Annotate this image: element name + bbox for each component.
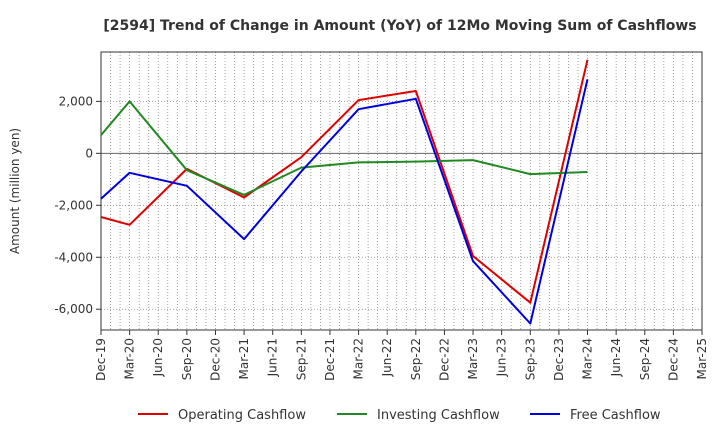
y-tick-label: -4,000 — [54, 250, 93, 264]
legend-label-investing-cashflow: Investing Cashflow — [377, 408, 500, 423]
x-tick-label: Mar-20 — [123, 338, 137, 379]
x-tick-label: Sep-21 — [294, 338, 308, 380]
x-tick-label: Mar-24 — [581, 338, 595, 379]
x-tick-label: Mar-22 — [352, 338, 366, 379]
chart-title: [2594] Trend of Change in Amount (YoY) o… — [103, 18, 696, 34]
x-tick-label: Sep-24 — [638, 338, 652, 380]
x-tick-label: Jun-24 — [609, 338, 623, 377]
series-line-operating-cashflow — [100, 59, 589, 304]
x-tick-label: Dec-21 — [323, 338, 337, 381]
x-tick-label: Jun-23 — [495, 338, 509, 377]
x-tick-label: Dec-22 — [437, 338, 451, 381]
x-tick-label: Jun-22 — [380, 338, 394, 377]
series-line-free-cashflow — [100, 79, 589, 325]
x-tick-label: Mar-21 — [237, 338, 251, 379]
plot-area: -6,000 -4,000 -2,000 0 2,000 Dec-19 Mar-20 Jun-… — [54, 51, 709, 381]
legend-label-free-cashflow: Free Cashflow — [570, 408, 661, 423]
y-tick-label: 2,000 — [59, 94, 93, 108]
plot-frame — [100, 51, 703, 331]
y-tick-label: 0 — [85, 146, 93, 160]
y-axis-label: Amount (million yen) — [8, 128, 22, 254]
legend: Operating Cashflow Investing Cashflow Free… — [138, 408, 661, 423]
x-tick-label: Sep-22 — [409, 338, 423, 380]
series-line-investing-cashflow — [100, 100, 588, 196]
x-tick-label: Dec-23 — [552, 338, 566, 381]
x-tick-label: Jun-21 — [266, 338, 280, 377]
x-tick-label: Sep-23 — [523, 338, 537, 380]
x-tick-label: Mar-25 — [695, 338, 709, 379]
x-tick-label: Sep-20 — [180, 338, 194, 380]
x-tick-label: Dec-24 — [666, 338, 680, 381]
x-tick-label: Mar-23 — [466, 338, 480, 379]
x-tick-label: Dec-19 — [94, 338, 108, 381]
y-tick-label: -2,000 — [54, 198, 93, 212]
x-tick-label: Dec-20 — [208, 338, 222, 381]
y-tick-label: -6,000 — [54, 302, 93, 316]
legend-label-operating-cashflow: Operating Cashflow — [178, 408, 306, 423]
x-tick-label: Jun-20 — [151, 338, 165, 377]
